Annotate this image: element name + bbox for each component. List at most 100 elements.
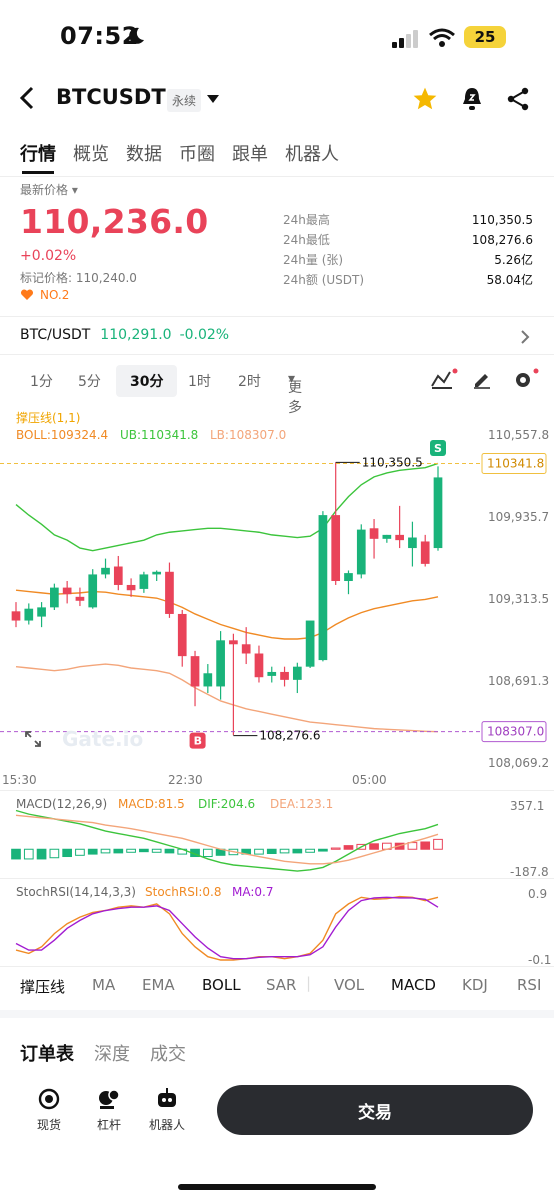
back-icon[interactable] [18,86,38,110]
macd-legend-dif: DIF:204.6 [198,797,255,811]
candle-body [11,611,21,621]
divider [0,354,554,355]
symbol-title[interactable]: BTCUSDT [56,85,166,109]
price-alert-icon[interactable] [460,86,484,112]
tab-order-book[interactable]: 订单表 [20,1044,74,1065]
macd-histogram-bar [343,845,354,850]
macd-histogram-bar [202,848,213,858]
x-tick-label: 05:00 [352,773,387,787]
indicator-tab-boll[interactable]: BOLL [202,976,241,994]
divider [0,316,554,317]
indicator-tabs: 撑压线 MA EMA BOLL SAR | VOL MACD KDJ RSI [0,970,554,1002]
candle-body [420,541,430,564]
indicator-tab-sar[interactable]: SAR [266,976,297,994]
candle [139,571,149,593]
indicator-tab-ma[interactable]: MA [92,976,116,994]
share-icon[interactable] [506,86,530,112]
draw-tool-icon[interactable] [472,369,492,389]
indicator-tab-kdj[interactable]: KDJ [462,976,488,994]
price-change: +0.02% [20,248,77,264]
indicator-tab-vol[interactable]: VOL [334,976,365,994]
fullscreen-icon[interactable] [24,730,42,748]
indicator-tab-rsi[interactable]: RSI [517,976,542,994]
x-tick-label: 22:30 [168,773,203,787]
candle [113,555,123,591]
stochrsi-ma-line [15,896,439,960]
interval-30m[interactable]: 30分 [116,365,178,397]
stat-value: 5.26亿 [494,253,533,267]
candle-body [177,613,187,657]
macd-legend-macd: MACD:81.5 [118,797,185,811]
tab-data[interactable]: 数据 [126,144,162,165]
y-tick-label: 108,069.2 [488,756,549,770]
bottom-action-bar: 现货 杠杆 机器人 [0,1078,554,1168]
tab-market[interactable]: 行情 [20,144,56,165]
candle [305,620,315,668]
stat-label: 24h额 (USDT) [283,273,365,287]
upper-band-tag-label: 110341.8 [487,456,544,470]
tab-trades[interactable]: 成交 [150,1044,186,1065]
heart-icon [20,289,34,300]
macd-legend-dea: DEA:123.1 [270,797,333,811]
price-chart[interactable]: 撑压线(1,1) BOLL:109324.4 UB:110341.8 LB:10… [0,400,554,790]
lower-band-line [15,663,439,733]
stoch-plot: 0.9 -0.1 [15,887,551,966]
star-icon[interactable] [412,86,438,112]
spot-change: -0.02% [179,327,230,343]
macd-histogram-bar [36,848,47,860]
indicator-settings-icon[interactable] [430,368,458,390]
dif-line [15,809,439,872]
interval-1h[interactable]: 1时 [188,374,211,390]
watermark: Gate.io [62,727,143,751]
candle [24,603,34,625]
candle-body [190,656,200,687]
nav-spot[interactable]: 现货 [24,1088,74,1133]
candle-body [203,673,213,687]
candles [11,462,443,736]
high-label: 110,350.5 [362,455,423,469]
macd-y-label: 357.1 [510,799,544,813]
chevron-down-icon[interactable] [207,94,219,104]
indicator-tab-macd[interactable]: MACD [391,976,436,994]
nav-robot[interactable]: 机器人 [142,1088,192,1133]
candle [203,664,213,694]
chevron-right-icon[interactable] [520,329,530,345]
tab-bots[interactable]: 机器人 [285,144,339,165]
trade-button[interactable]: 交易 [217,1085,533,1135]
latest-price-label[interactable]: 最新价格 ▾ [20,183,78,197]
y-tick-label: 109,935.7 [488,510,549,524]
macd-histogram-bar [113,848,124,854]
boll-mid-line [15,589,439,640]
indicator-tab-support[interactable]: 撑压线 [20,978,66,996]
nav-robot-label: 机器人 [148,1118,185,1132]
stoch-legend-ma: MA:0.7 [232,885,273,899]
stoch-y-label: 0.9 [528,887,547,901]
macd-histogram-bar [23,848,34,860]
tab-depth[interactable]: 深度 [94,1044,130,1065]
candle [126,578,136,597]
interval-5m[interactable]: 5分 [78,374,101,390]
candle [267,666,277,683]
candle [254,645,264,683]
spot-pair-row[interactable]: BTC/USDT 110,291.0 -0.02% [20,327,229,343]
candle-body [62,587,72,595]
nav-margin[interactable]: 杠杆 [84,1088,134,1133]
separator: | [306,974,312,992]
indicator-tab-ema[interactable]: EMA [142,976,175,994]
tab-community[interactable]: 币圈 [179,144,215,165]
interval-1m[interactable]: 1分 [30,374,53,390]
interval-2h[interactable]: 2时 [238,374,261,390]
candle-body [165,571,174,614]
interval-more-label: 更多 [288,380,302,416]
gear-icon[interactable] [512,368,540,390]
macd-histogram-bar [139,848,149,853]
interval-more[interactable]: 更多 ▾ [288,371,302,416]
candle-body [356,529,366,575]
tab-copy-trading[interactable]: 跟单 [232,144,268,165]
macd-histogram-bar [266,848,277,854]
candle-body [408,537,417,549]
candle [37,602,46,628]
upper-band-tag [481,452,547,474]
nav-margin-label: 杠杆 [96,1118,121,1132]
tab-overview[interactable]: 概览 [73,144,109,165]
